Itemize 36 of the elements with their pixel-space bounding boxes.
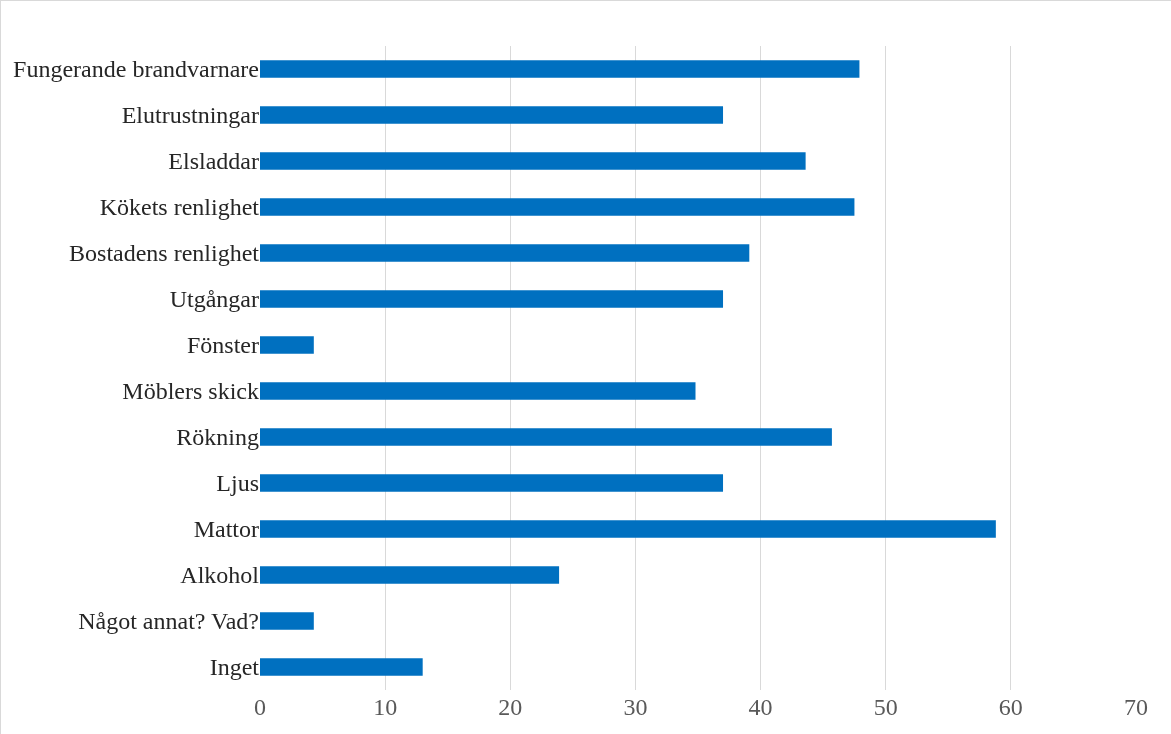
y-tick-label: Något annat? Vad? bbox=[78, 608, 259, 635]
bar bbox=[260, 658, 423, 676]
x-tick-label: 10 bbox=[373, 694, 398, 720]
bar bbox=[260, 612, 314, 630]
bar bbox=[260, 290, 724, 308]
bar bbox=[260, 106, 724, 124]
x-tick-label: 20 bbox=[498, 694, 523, 720]
y-tick-label: Inget bbox=[209, 654, 260, 681]
bar bbox=[260, 428, 832, 446]
y-tick-label: Alkohol bbox=[180, 562, 260, 589]
bar bbox=[260, 152, 806, 170]
y-tick-label: Möblers skick bbox=[122, 378, 259, 405]
bar bbox=[260, 60, 860, 78]
y-tick-label: Fungerande brandvarnare bbox=[13, 56, 259, 83]
bar bbox=[260, 382, 696, 400]
x-tick-label: 0 bbox=[254, 694, 266, 720]
y-tick-label: Ljus bbox=[216, 470, 259, 497]
bar bbox=[260, 566, 560, 584]
y-tick-label: Elsladdar bbox=[168, 148, 259, 175]
x-tick-label: 60 bbox=[998, 694, 1023, 720]
x-tick-label: 70 bbox=[1124, 694, 1148, 720]
y-tick-label: Utgångar bbox=[169, 286, 260, 313]
bar bbox=[260, 198, 855, 216]
bar bbox=[260, 520, 996, 538]
x-tick-label: 40 bbox=[748, 694, 773, 720]
x-tick-label: 50 bbox=[873, 694, 898, 720]
bar bbox=[260, 474, 724, 492]
y-tick-label: Kökets renlighet bbox=[99, 194, 260, 221]
bar bbox=[260, 244, 750, 262]
y-tick-label: Rökning bbox=[176, 424, 259, 451]
y-tick-label: Elutrustningar bbox=[121, 102, 259, 129]
y-tick-label: Mattor bbox=[193, 516, 259, 543]
bar bbox=[260, 336, 314, 354]
x-tick-label: 30 bbox=[623, 694, 648, 720]
y-tick-label: Fönster bbox=[187, 332, 260, 359]
y-tick-label: Bostadens renlighet bbox=[69, 240, 260, 267]
